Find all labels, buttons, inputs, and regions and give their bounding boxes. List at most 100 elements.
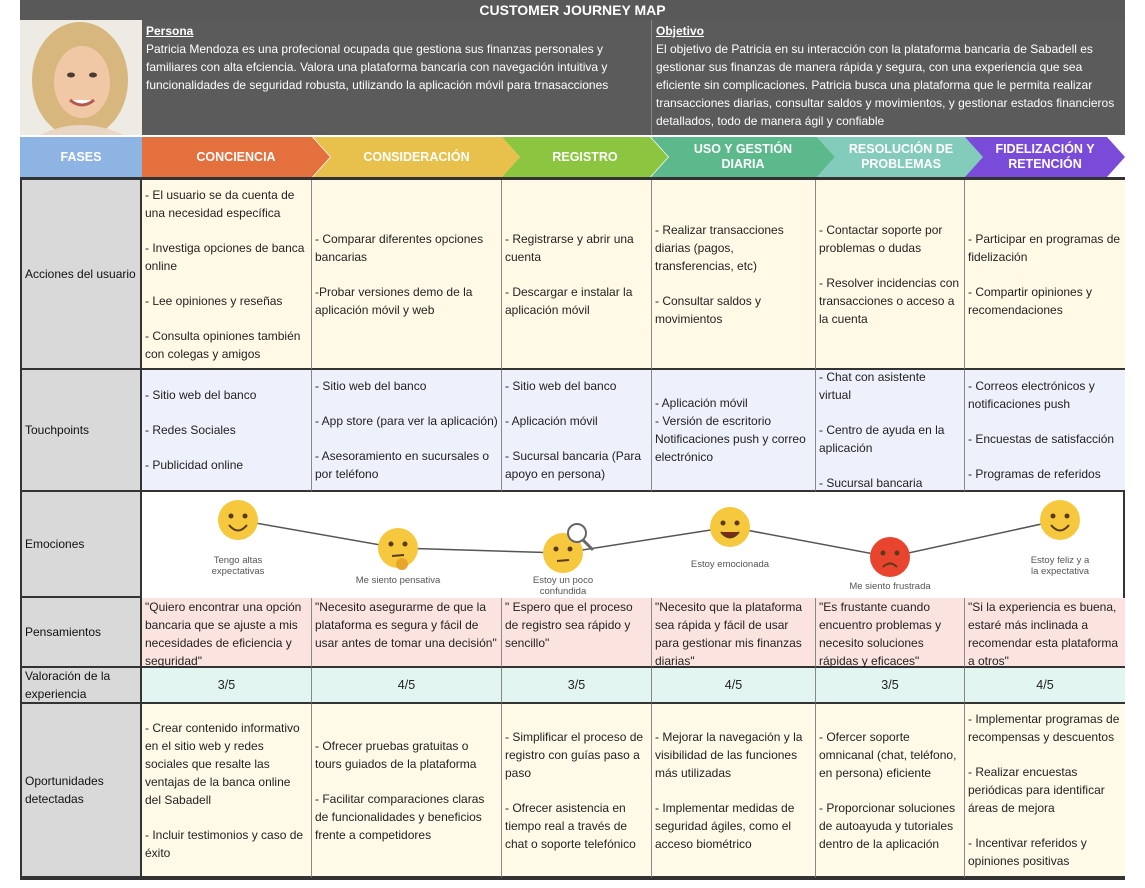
emoji-mouth xyxy=(228,524,248,532)
phase-arrow: USO Y GESTIÓN DIARIA xyxy=(651,137,835,177)
emoji-eye xyxy=(1064,513,1070,519)
magnifier xyxy=(567,523,587,543)
cell-text: -Probar versiones demo de la aplicación … xyxy=(315,284,473,317)
table-cell: - Chat con asistente virtual - Centro de … xyxy=(816,370,965,492)
table-cell: "Necesito asegurarme de que la plataform… xyxy=(312,598,502,668)
table-cell: 3/5 xyxy=(502,668,652,704)
cell-text: - Implementar medidas de seguridad ágile… xyxy=(655,800,795,851)
table-cell: - Ofercer soporte omnicanal (chat, teléf… xyxy=(816,704,965,878)
cell-text: - Lee opiniones y reseñas xyxy=(145,293,283,308)
cell-text: - Proporcionar soluciones de autoayuda y… xyxy=(819,800,956,851)
phase-arrow: CONCIENCIA xyxy=(142,137,330,177)
cell-text: 3/5 xyxy=(881,678,899,692)
emotion-label-line: Estoy feliz y a xyxy=(1031,555,1090,566)
table-cell: - Registrarse y abrir una cuenta - Descar… xyxy=(502,180,652,370)
emoji-eye xyxy=(1050,513,1056,519)
persona-text: Patricia Mendoza es una profecional ocup… xyxy=(146,42,609,92)
cell-text: - Asesoramiento en sucursales o por telé… xyxy=(315,449,490,481)
emoji-mouth xyxy=(1050,524,1070,532)
emotion-label: Estoy feliz y a la expectativa xyxy=(1031,555,1090,577)
persona-photo xyxy=(20,20,142,135)
cell-text: 3/5 xyxy=(567,678,586,692)
emotion-line xyxy=(237,519,1061,558)
table-cell: - Aplicación móvil - Versión de escritor… xyxy=(652,370,816,492)
emoji-face xyxy=(870,537,910,577)
cell-text: - Ofrecer pruebas gratuitas o tours guia… xyxy=(315,738,477,771)
table-cell: - El usuario se da cuenta de una necesid… xyxy=(142,180,312,370)
phase-arrow: REGISTRO xyxy=(502,137,668,177)
emoji-face xyxy=(218,500,258,540)
cell-text: - Descargar e instalar la aplicación móv… xyxy=(505,284,633,317)
emotion-label: Me siento frustrada xyxy=(849,581,931,592)
cell-text: "Quiero encontrar una opción bancaria qu… xyxy=(145,600,302,668)
table-cell: " Espero que el proceso de registro sea … xyxy=(502,598,652,668)
cell-text: - Sucursal bancaria xyxy=(819,476,923,490)
cell-text: - Realizar transacciones diarias (pagos,… xyxy=(655,222,784,273)
emoji-mouth xyxy=(882,562,898,568)
cell-text: - Simplificar el proceso de registro con… xyxy=(505,729,644,780)
row-label: Pensamientos xyxy=(22,598,142,668)
table-cell: - Correos electrónicos y notificaciones … xyxy=(965,370,1125,492)
table-cell: - Contactar soporte por problemas o duda… xyxy=(816,180,965,370)
emoji-mouth xyxy=(391,554,405,557)
table-cell: 3/5 xyxy=(142,668,312,704)
cell-text: " Espero que el proceso de registro sea … xyxy=(505,600,633,650)
emotion-label: Tengo altas expectativas xyxy=(212,555,265,577)
persona-heading: Persona xyxy=(146,24,194,38)
table-cell: "Quiero encontrar una opción bancaria qu… xyxy=(142,598,312,668)
emotion-label-line: la expectativa xyxy=(1031,566,1090,577)
cell-text: - Realizar encuestas periódicas para ide… xyxy=(968,765,1105,815)
cell-text: - Sucursal bancaria (Para apoyo en perso… xyxy=(505,449,642,481)
table-cell: - Crear contenido informativo en el siti… xyxy=(142,704,312,878)
table-cell: "Si la experiencia es buena, estaré más … xyxy=(965,598,1125,668)
cell-text: - Encuestas de satisfacción xyxy=(968,432,1115,446)
emotion-label-line: Estoy un poco xyxy=(533,575,593,586)
emoji-eye xyxy=(567,546,573,552)
table-cell: - Comparar diferentes opciones bancarias… xyxy=(312,180,502,370)
table-cell: - Sitio web del banco - Redes Sociales - P… xyxy=(142,370,312,492)
persona-box: Persona Patricia Mendoza es una profecio… xyxy=(142,20,651,135)
cell-text: - Ofrecer asistencia en tiempo real a tr… xyxy=(505,800,636,851)
emoji-face xyxy=(1040,500,1080,540)
cell-text: - App store (para ver la aplicación) xyxy=(315,414,498,428)
cell-text: - Publicidad online xyxy=(145,458,244,472)
cell-text: - Aplicación móvil - Versión de escritor… xyxy=(655,396,806,464)
cell-text: - Ofercer soporte omnicanal (chat, teléf… xyxy=(819,729,957,780)
table-frame xyxy=(20,177,1125,880)
cell-text: - Sitio web del banco xyxy=(315,379,427,393)
table-cell: "Es frustante cuando encuentro problemas… xyxy=(816,598,965,668)
emoji-eye xyxy=(242,513,248,519)
cell-text: 3/5 xyxy=(217,678,236,692)
cell-text: - Mejorar la navegación y la visibilidad… xyxy=(655,729,803,780)
cell-text: - Registrarse y abrir una cuenta xyxy=(505,231,634,264)
cell-text: - Consultar saldos y movimientos xyxy=(655,293,762,326)
emoji-mouth xyxy=(720,531,740,539)
cell-text: 4/5 xyxy=(397,678,416,692)
cell-text: - Contactar soporte por problemas o duda… xyxy=(819,222,943,255)
phase-arrow: CONSIDERACIÓN xyxy=(313,137,520,177)
table-cell: - Participar en programas de fidelizació… xyxy=(965,180,1125,370)
table-cell: - Simplificar el proceso de registro con… xyxy=(502,704,652,878)
objective-text: El objetivo de Patricia en su interacció… xyxy=(656,42,1115,128)
cell-text: "Necesito asegurarme de que la plataform… xyxy=(315,600,497,650)
cell-text: - Investiga opciones de banca online xyxy=(145,240,305,273)
emoji-eye xyxy=(734,520,740,526)
cell-text: - Aplicación móvil xyxy=(505,414,598,428)
cell-text: - Incentivar referidos y opiniones posit… xyxy=(968,836,1087,868)
cell-text: - Resolver incidencias con transacciones… xyxy=(819,275,960,326)
emoji-eye xyxy=(894,550,900,556)
cell-text: "Es frustante cuando encuentro problemas… xyxy=(819,600,942,668)
emoji-eye xyxy=(720,520,726,526)
emoji-face xyxy=(378,528,418,568)
row-label: Touchpoints xyxy=(22,370,142,492)
cell-text: - Compartir opiniones y recomendaciones xyxy=(968,284,1093,317)
emotion-label-line: expectativas xyxy=(212,566,265,577)
emoji-eye xyxy=(880,550,886,556)
page-title: CUSTOMER JOURNEY MAP xyxy=(20,0,1125,20)
emotion-label-line: confundida xyxy=(540,586,587,597)
phases-label: FASES xyxy=(20,137,142,177)
cell-text: - Chat con asistente virtual xyxy=(819,370,926,402)
table-cell: - Mejorar la navegación y la visibilidad… xyxy=(652,704,816,878)
table-cell: - Sitio web del banco - Aplicación móvil -… xyxy=(502,370,652,492)
